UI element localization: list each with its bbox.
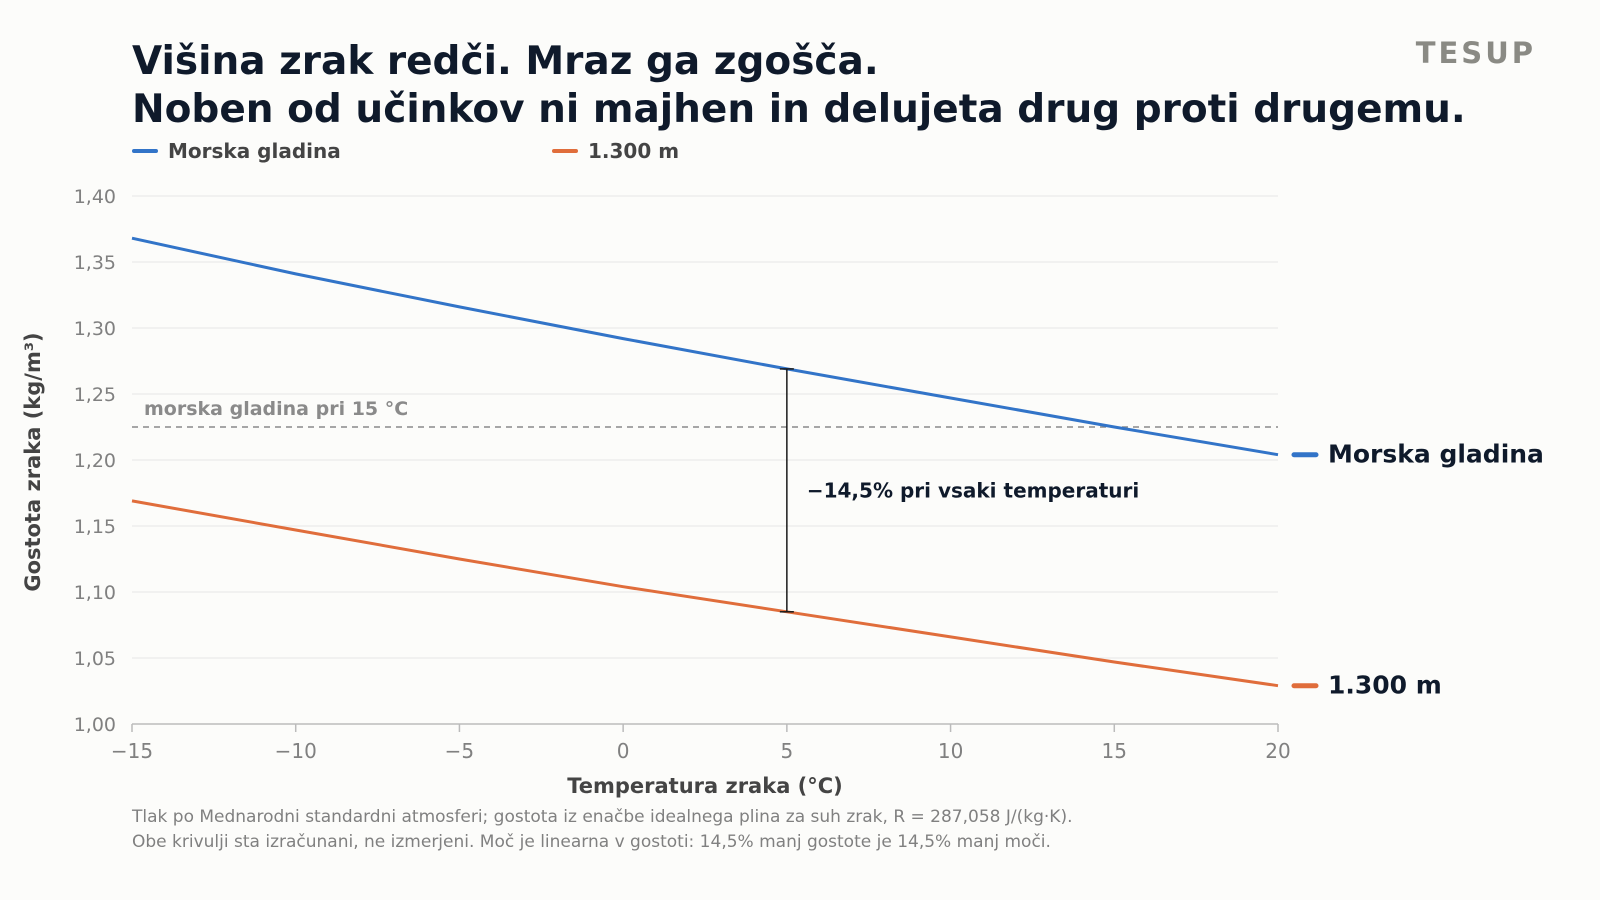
legend-label-sea-level: Morska gladina (168, 139, 341, 163)
grid (132, 195, 1278, 659)
x-tick-label: −5 (445, 739, 474, 763)
y-tick-label: 1,05 (74, 648, 116, 670)
end-labels: Morska gladina 1.300 m (1291, 440, 1544, 700)
legend: Morska gladina 1.300 m (132, 139, 679, 163)
x-tick-label: 15 (1102, 739, 1127, 763)
brand-logo: TESUP (1416, 36, 1536, 70)
annotation-label: −14,5% pri vsaki temperaturi (807, 478, 1139, 502)
footnote-line-2: Obe krivulji sta izračunani, ne izmerjen… (132, 832, 1051, 852)
series-line-1 (131, 499, 1279, 688)
y-tick-label: 1,25 (74, 384, 116, 406)
chart-title-line-1: Višina zrak redči. Mraz ga zgošča. (132, 39, 879, 84)
reference-line-label: morska gladina pri 15 °C (144, 398, 408, 420)
legend-label-1300m: 1.300 m (588, 139, 679, 163)
y-tick-label: 1,35 (74, 252, 116, 274)
y-tick-label: 1,40 (74, 186, 116, 208)
y-tick-label: 1,00 (74, 714, 116, 736)
x-tick-label: −10 (275, 739, 317, 763)
y-axis-label: Gostota zraka (kg/m³) (21, 332, 45, 591)
series-group (131, 236, 1279, 688)
x-tick-label: 0 (617, 739, 630, 763)
footnote-line-1: Tlak po Mednarodni standardni atmosferi;… (131, 807, 1072, 827)
x-tick-label: 5 (780, 739, 793, 763)
annotation-group: −14,5% pri vsaki temperaturi (779, 368, 1139, 613)
y-tick-label: 1,10 (74, 582, 116, 604)
x-tick-label: 10 (938, 739, 963, 763)
y-tick-label: 1,20 (74, 450, 116, 472)
y-axis: 1,00 1,05 1,10 1,15 1,20 1,25 1,30 1,35 1,40 (74, 186, 116, 736)
x-tick-label: −15 (111, 739, 153, 763)
y-tick-label: 1,30 (74, 318, 116, 340)
x-axis-label: Temperatura zraka (°C) (567, 774, 843, 798)
end-label-1: 1.300 m (1328, 671, 1442, 700)
x-tick-label: 20 (1265, 739, 1290, 763)
x-axis: −15 −10 −5 0 5 10 15 20 (111, 723, 1291, 763)
reference-line-group: morska gladina pri 15 °C (132, 398, 1278, 428)
chart-title-line-2: Noben od učinkov ni majhen in delujeta d… (132, 87, 1466, 132)
end-label-0: Morska gladina (1328, 440, 1544, 469)
y-tick-label: 1,15 (74, 516, 116, 538)
series-line-0 (131, 236, 1279, 457)
